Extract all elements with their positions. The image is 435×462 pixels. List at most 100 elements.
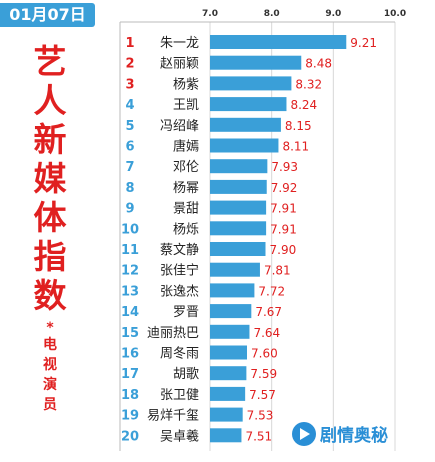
value-label: 7.91 — [270, 222, 297, 236]
category-label: 邓伦 — [173, 160, 199, 175]
value-label: 7.57 — [249, 388, 276, 402]
watermark-text: 剧情奥秘 — [320, 426, 388, 446]
value-label: 9.21 — [350, 36, 377, 50]
value-label: 7.92 — [271, 181, 298, 195]
x-tick-label: 7.0 — [202, 9, 218, 19]
rank-label: 9 — [125, 202, 134, 217]
value-label: 8.15 — [285, 119, 312, 133]
category-label: 朱一龙 — [160, 36, 199, 51]
x-tick-label: 10.0 — [384, 9, 406, 19]
rank-label: 2 — [125, 57, 134, 72]
bar — [210, 97, 287, 112]
category-label: 迪丽热巴 — [147, 326, 199, 341]
category-label: 吴卓羲 — [160, 429, 199, 444]
title-char: 媒 — [33, 159, 67, 198]
value-label: 8.32 — [295, 77, 322, 91]
value-label: 7.59 — [250, 367, 277, 381]
value-label: 7.64 — [253, 326, 280, 340]
category-label: 张卫健 — [160, 388, 199, 403]
value-label: 7.53 — [247, 409, 274, 423]
bar — [210, 366, 247, 381]
category-label: 胡歌 — [173, 367, 199, 382]
rank-label: 7 — [125, 160, 134, 175]
value-label: 8.11 — [282, 140, 309, 154]
rank-label: 19 — [121, 409, 139, 424]
bar — [210, 200, 267, 215]
value-label: 7.90 — [270, 243, 297, 257]
category-label: 张佳宁 — [160, 263, 199, 279]
category-label: 周冬雨 — [160, 346, 199, 362]
bar — [210, 179, 267, 194]
bar — [210, 345, 247, 360]
value-label: 8.24 — [290, 98, 317, 112]
value-label: 7.91 — [270, 202, 297, 216]
title-char: 体 — [33, 198, 67, 237]
rank-label: 15 — [121, 326, 139, 341]
category-label: 王凯 — [173, 98, 199, 113]
bar — [210, 428, 242, 443]
star-mark: * — [46, 320, 54, 336]
rank-label: 5 — [125, 119, 134, 134]
rank-label: 12 — [121, 264, 139, 279]
value-label: 7.67 — [255, 305, 282, 319]
bar — [210, 283, 255, 298]
bar — [210, 324, 250, 339]
value-label: 7.51 — [245, 429, 272, 443]
rank-label: 8 — [125, 181, 134, 196]
value-label: 8.48 — [305, 57, 332, 71]
bar — [210, 55, 302, 70]
bar — [210, 159, 268, 174]
value-label: 7.60 — [251, 347, 278, 361]
rank-label: 6 — [125, 140, 134, 155]
category-label: 张逸杰 — [160, 284, 199, 299]
bar — [210, 242, 266, 256]
title-char: 艺 — [33, 42, 67, 81]
bar — [210, 407, 243, 422]
bar — [210, 262, 260, 277]
rank-label: 11 — [121, 243, 139, 258]
bar — [210, 35, 347, 49]
title-char: 数 — [33, 276, 67, 315]
category-label: 罗晋 — [173, 305, 199, 320]
rank-label: 18 — [121, 388, 139, 403]
play-icon — [292, 421, 316, 446]
bar — [210, 138, 279, 153]
category-label: 杨幂 — [173, 181, 199, 196]
chart-title: 艺 人 新 媒 体 指 数 * 电 视 演 员 — [0, 42, 100, 415]
category-label: 杨烁 — [173, 222, 199, 237]
category-label: 蔡文静 — [160, 243, 199, 258]
title-char: 人 — [33, 81, 67, 120]
bar — [210, 304, 252, 319]
category-label: 景甜 — [173, 201, 199, 217]
rank-label: 3 — [125, 77, 134, 92]
subtitle-char: 视 — [43, 357, 57, 373]
bar — [210, 221, 267, 236]
rank-label: 20 — [121, 429, 139, 444]
title-char: 指 — [33, 237, 67, 276]
category-label: 赵丽颖 — [160, 57, 199, 72]
rank-label: 10 — [121, 222, 139, 237]
rank-label: 17 — [121, 367, 139, 382]
bar — [210, 117, 281, 132]
rank-label: 13 — [121, 284, 139, 299]
subtitle-char: 电 — [43, 337, 57, 353]
rank-label: 14 — [121, 305, 139, 320]
x-tick-label: 8.0 — [264, 9, 280, 19]
category-label: 唐嫣 — [173, 139, 199, 155]
category-label: 冯绍峰 — [160, 119, 199, 134]
bar — [210, 386, 246, 401]
watermark: 剧情奥秘 — [292, 421, 388, 446]
value-label: 7.72 — [258, 284, 285, 298]
subtitle-char: 演 — [43, 377, 57, 393]
rank-label: 1 — [125, 36, 134, 51]
x-tick-label: 9.0 — [325, 9, 341, 19]
rank-label: 16 — [121, 347, 139, 362]
category-label: 杨紫 — [173, 77, 199, 92]
subtitle-char: 员 — [43, 397, 57, 413]
category-label: 易烊千玺 — [147, 409, 199, 424]
chart-subtitle: 电 视 演 员 — [43, 335, 57, 415]
title-char: 新 — [33, 120, 67, 159]
value-label: 7.93 — [271, 160, 298, 174]
value-label: 7.81 — [264, 264, 291, 278]
